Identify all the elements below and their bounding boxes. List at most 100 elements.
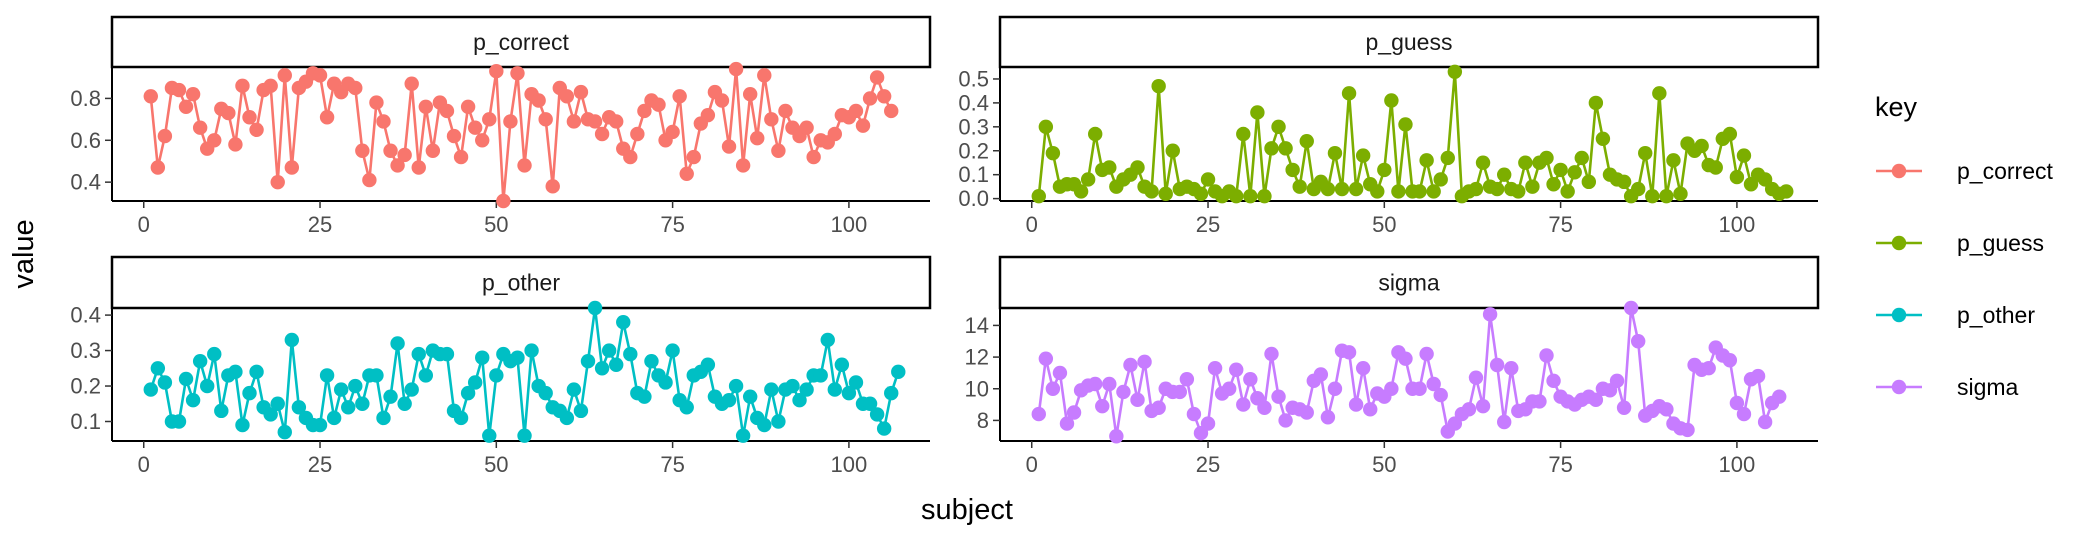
data-point: [1038, 351, 1054, 366]
data-point: [1497, 414, 1512, 430]
data-point: [637, 389, 652, 404]
data-point: [270, 174, 285, 190]
data-point: [834, 357, 850, 372]
data-point: [1616, 400, 1632, 415]
x-tick-label: 50: [484, 212, 508, 237]
data-point: [1088, 376, 1103, 392]
y-tick-label: 0.4: [958, 90, 989, 115]
data-point: [517, 158, 532, 173]
legend-key-point: [1891, 379, 1907, 395]
legend-entry-sigma: sigma: [1876, 374, 2019, 400]
data-point: [876, 89, 892, 104]
x-tick-label: 100: [831, 212, 868, 237]
data-point: [1475, 155, 1491, 170]
data-point: [573, 403, 589, 419]
data-point: [1553, 162, 1568, 178]
data-point: [1539, 348, 1554, 363]
data-point: [1567, 165, 1582, 180]
data-point: [1736, 148, 1752, 163]
data-point: [1200, 416, 1216, 431]
data-point: [1757, 414, 1773, 430]
panel-p_other: p_other 0.1 0.2 0.3 0.4 0 25 50 75 100: [70, 255, 932, 477]
data-point: [1264, 346, 1279, 362]
data-point: [1581, 174, 1597, 190]
data-point: [404, 382, 419, 397]
data-point: [1123, 357, 1138, 373]
data-point: [397, 396, 412, 411]
data-point: [192, 120, 208, 135]
data-point: [1475, 398, 1491, 414]
data-point: [1278, 141, 1293, 156]
data-point: [735, 158, 751, 173]
strip-box: [110, 15, 932, 69]
data-point: [1426, 376, 1441, 392]
data-point: [1144, 184, 1159, 199]
data-point: [411, 346, 426, 362]
data-point: [228, 364, 243, 380]
data-point: [742, 87, 758, 102]
panel-p_correct: p_correct 0.4 0.6 0.8 0 25 50 75 100: [70, 15, 932, 237]
x-axis-title: subject: [921, 494, 1013, 526]
data-point: [1243, 189, 1258, 204]
data-point: [1355, 360, 1371, 376]
data-point: [785, 378, 800, 394]
data-point: [291, 400, 307, 415]
data-point: [1088, 126, 1103, 142]
data-point: [1574, 150, 1589, 166]
data-point: [235, 417, 250, 433]
data-point: [1109, 429, 1124, 444]
data-point: [559, 89, 575, 104]
data-point: [1059, 416, 1075, 431]
data-point: [1221, 381, 1237, 396]
data-point: [1327, 145, 1343, 161]
data-point: [1384, 381, 1399, 396]
data-point: [460, 99, 476, 114]
y-tick-label: 0.0: [958, 186, 989, 211]
data-point: [1102, 376, 1117, 392]
data-point: [1045, 145, 1061, 161]
data-point: [171, 82, 187, 98]
data-point: [143, 89, 158, 104]
data-point: [235, 78, 250, 94]
data-point: [1285, 162, 1300, 178]
data-point: [1532, 394, 1547, 409]
data-point: [355, 396, 370, 411]
data-point: [1116, 384, 1131, 400]
data-point: [686, 149, 701, 165]
x-tick-label: 25: [308, 452, 332, 477]
data-point: [1468, 181, 1484, 197]
data-point: [573, 84, 589, 100]
data-point: [580, 354, 596, 369]
x-tick-label: 25: [308, 212, 332, 237]
data-point: [1708, 160, 1723, 175]
data-point: [517, 428, 532, 443]
data-point: [616, 314, 631, 330]
data-point: [390, 336, 405, 351]
data-point: [538, 385, 553, 401]
data-point: [503, 114, 518, 129]
data-point: [348, 80, 363, 96]
data-point: [813, 368, 828, 383]
data-point: [1031, 189, 1046, 204]
data-point: [482, 428, 497, 443]
data-point: [439, 346, 455, 362]
data-point: [1186, 406, 1202, 422]
data-point: [672, 89, 687, 104]
data-point: [1391, 184, 1406, 199]
data-point: [221, 105, 236, 121]
data-point: [277, 424, 292, 440]
x-tick-label: 25: [1196, 212, 1220, 237]
x-tick-label: 75: [660, 212, 684, 237]
data-point: [1729, 395, 1745, 411]
data-point: [1645, 189, 1660, 204]
data-point: [1038, 119, 1054, 135]
strip-box: [998, 255, 1820, 310]
data-point: [1630, 181, 1646, 197]
data-point: [171, 414, 187, 429]
data-point: [764, 112, 779, 127]
strip-box: [110, 255, 932, 310]
data-point: [1363, 402, 1378, 417]
x-tick-label: 75: [1548, 212, 1572, 237]
